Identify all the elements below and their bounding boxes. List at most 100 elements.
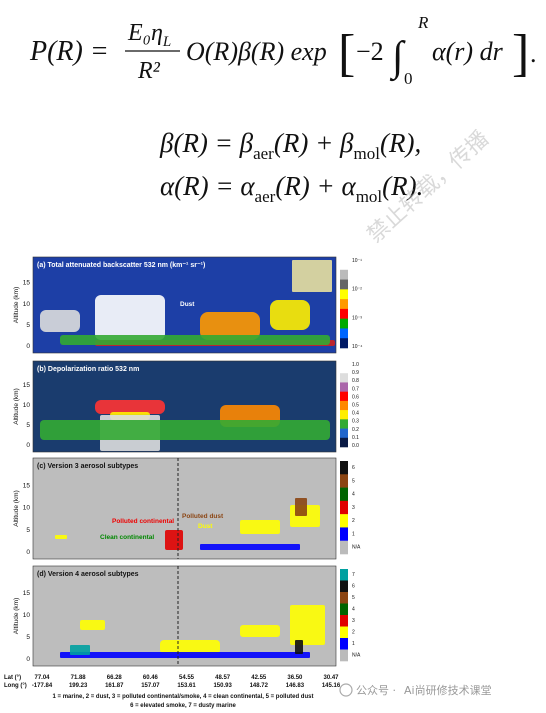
annotation: Dust — [198, 523, 213, 530]
legend-line: 6 = elevated smoke, 7 = dusty marine — [130, 703, 236, 709]
lat-label: Lat (°) — [4, 675, 21, 681]
lat-value: 77.04 — [34, 675, 50, 681]
colorbar-segment — [340, 514, 348, 528]
y-tick-label: 10 — [23, 505, 31, 512]
colorbar-tick-label: 10⁻³ — [352, 315, 362, 321]
colorbar-tick-label: 5 — [352, 478, 355, 484]
eq-subscript: aer — [253, 144, 274, 163]
long-value: 146.83 — [286, 683, 305, 689]
long-value: -177.84 — [32, 683, 53, 689]
colorbar-tick-label: 3 — [352, 505, 355, 511]
annotation: Dust — [180, 301, 195, 308]
legend-line: 1 = marine, 2 = dust, 3 = polluted conti… — [53, 694, 314, 700]
eq-part: (R). — [382, 171, 423, 201]
colorbar-tick-label: 0.3 — [352, 419, 359, 425]
colorbar-segment — [340, 308, 348, 319]
y-axis-label: Altitude (km) — [13, 490, 20, 526]
colorbar-tick-label: 4 — [352, 606, 355, 612]
image-feature — [292, 260, 332, 292]
colorbar-tick-label: 10⁻⁴ — [352, 344, 362, 350]
colorbar-tick-label: 7 — [352, 572, 355, 578]
bracket: ] — [512, 25, 529, 82]
colorbar-tick-label: 0.2 — [352, 427, 359, 433]
eq-part: (R) + α — [275, 171, 356, 201]
image-feature — [160, 640, 220, 654]
y-tick-label: 15 — [23, 382, 31, 389]
colorbar-segment — [340, 626, 348, 639]
panel-title: (d) Version 4 aerosol subtypes — [37, 571, 139, 578]
colorbar-tick-label: 1.0 — [352, 362, 359, 368]
colorbar-segment — [340, 382, 348, 392]
image-feature — [165, 530, 183, 550]
equation-2: β(R) = βaer(R) + βmol(R), — [159, 128, 421, 163]
colorbar-tick-label: 0.7 — [352, 386, 359, 392]
colorbar-segment — [340, 437, 348, 448]
image-feature — [55, 535, 67, 539]
eq-lhs: P(R) = — [29, 36, 109, 67]
y-tick-label: 10 — [23, 612, 31, 619]
eq-part: (R) + β — [274, 128, 354, 158]
colorbar-tick-label: 3 — [352, 618, 355, 624]
long-value: 157.07 — [141, 683, 160, 689]
colorbar-tick-label: 6 — [352, 583, 355, 589]
long-value: 150.93 — [213, 683, 232, 689]
annotation: Polluted dust — [182, 513, 224, 520]
brand-icon — [339, 683, 353, 697]
integrand: α(r) dr — [432, 37, 504, 66]
y-tick-label: 15 — [23, 482, 31, 489]
eq-subscript: aer — [255, 187, 276, 206]
y-tick-label: 10 — [23, 402, 31, 409]
y-tick-label: 0 — [26, 656, 30, 663]
image-feature — [270, 300, 310, 330]
y-tick-label: 5 — [26, 422, 30, 429]
brand-prefix: 公众号 · — [356, 684, 396, 697]
eq-num: E₀η — [127, 20, 163, 46]
lat-value: 71.88 — [71, 675, 87, 681]
image-feature — [60, 652, 310, 658]
long-value: 153.61 — [177, 683, 196, 689]
image-feature — [80, 620, 105, 630]
colorbar-segment — [340, 338, 348, 349]
int-lower: 0 — [404, 69, 413, 88]
colorbar-tick-label: N/A — [352, 545, 361, 551]
y-tick-label: 10 — [23, 301, 31, 308]
colorbar-tick-label: 6 — [352, 465, 355, 471]
colorbar-tick-label: 4 — [352, 492, 355, 498]
colorbar-segment — [340, 299, 348, 310]
image-feature — [200, 312, 260, 340]
colorbar-tick-label: 10⁻¹ — [352, 258, 362, 264]
colorbar-segment — [340, 318, 348, 329]
image-feature — [240, 520, 280, 534]
colorbar-segment — [340, 269, 348, 280]
colorbar-segment — [340, 428, 348, 439]
equation-3: α(R) = αaer(R) + αmol(R). — [160, 171, 423, 206]
colorbar-segment — [340, 603, 348, 616]
colorbar-tick-label: 0.9 — [352, 370, 359, 376]
colorbar-segment — [340, 328, 348, 339]
brand-name: Ai尚研修技术课堂 — [404, 683, 492, 697]
eq-subscript: mol — [354, 144, 381, 163]
y-tick-label: 15 — [23, 280, 31, 287]
colorbar-tick-label: 2 — [352, 629, 355, 635]
long-value: 145.16 — [322, 683, 341, 689]
panel-title: (a) Total attenuated backscatter 532 nm … — [37, 262, 205, 269]
colorbar-segment — [340, 487, 348, 502]
y-tick-label: 0 — [26, 549, 30, 556]
colorbar-segment — [340, 373, 348, 383]
long-value: 148.72 — [250, 683, 269, 689]
image-feature — [95, 400, 165, 414]
colorbar-tick-label: 10⁻² — [352, 287, 362, 293]
colorbar-tick-label: N/A — [352, 652, 361, 658]
lat-value: 60.46 — [143, 675, 159, 681]
image-feature — [200, 544, 300, 550]
colorbar-segment — [340, 649, 348, 662]
colorbar-segment — [340, 364, 348, 374]
lat-value: 54.55 — [179, 675, 195, 681]
colorbar-segment — [340, 279, 348, 290]
lat-value: 42.55 — [251, 675, 267, 681]
lat-value: 30.47 — [323, 675, 339, 681]
y-axis-label: Altitude (km) — [13, 598, 20, 634]
image-feature — [40, 420, 330, 440]
integral: ∫ — [389, 34, 406, 82]
